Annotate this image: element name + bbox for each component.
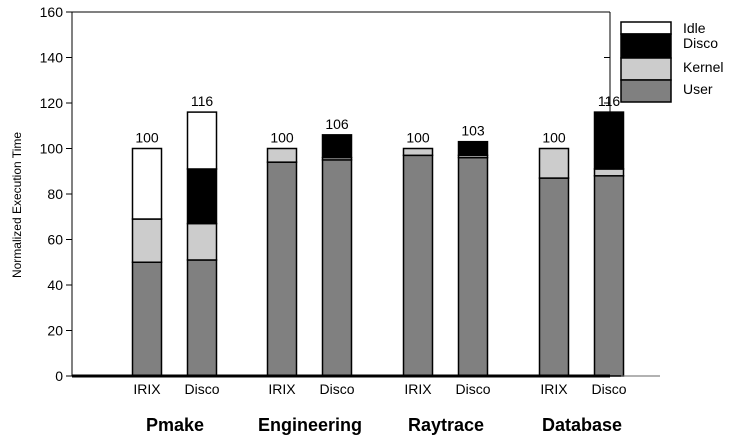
bar-segment-kernel [266, 147, 298, 163]
y-tick-label: 140 [40, 50, 64, 66]
bar-total-label: 100 [406, 130, 430, 146]
y-tick-label: 80 [47, 186, 63, 202]
bar-segment-kernel [593, 168, 625, 177]
bar-segment-user [593, 175, 625, 377]
bar-segment-user [538, 177, 570, 377]
bar-category-label: IRIX [133, 381, 161, 397]
y-tick-label: 0 [55, 368, 63, 384]
bar-total-label: 100 [542, 130, 566, 146]
bar-total-label: 116 [598, 93, 621, 109]
legend-label-idle: Idle [683, 20, 706, 36]
legend-swatch-idle [620, 21, 672, 35]
legend-swatch-disco [620, 33, 672, 59]
bar-category-label: IRIX [404, 381, 432, 397]
bar-total-label: 106 [325, 116, 349, 132]
legend-label-user: User [683, 81, 713, 97]
bar-category-label: Disco [455, 381, 490, 397]
bar-segment-disco [186, 168, 218, 225]
legend-swatch-user [620, 79, 672, 103]
y-tick-label: 100 [40, 141, 64, 157]
bar-segment-user [131, 261, 163, 377]
bar-category-label: Disco [319, 381, 354, 397]
legend-label-kernel: Kernel [683, 59, 723, 75]
bar-total-label: 100 [135, 130, 159, 146]
group-label: Database [542, 415, 622, 435]
bar-category-label: Disco [184, 381, 219, 397]
group-label: Raytrace [408, 415, 484, 435]
bar-category-label: Disco [591, 381, 626, 397]
bar-segment-disco [321, 134, 353, 159]
bar-segment-disco [593, 111, 625, 170]
bar-segment-user [321, 159, 353, 377]
bar-segment-kernel [131, 218, 163, 263]
y-tick-label: 120 [40, 95, 64, 111]
bar-total-label: 103 [461, 123, 485, 139]
group-label: Engineering [258, 415, 362, 435]
bar-segment-user [402, 154, 434, 377]
y-axis-title: Normalized Execution Time [10, 132, 24, 278]
bar-segment-kernel [538, 147, 570, 179]
group-label: Pmake [146, 415, 204, 435]
bar-category-label: IRIX [268, 381, 296, 397]
y-tick-label: 160 [40, 4, 64, 20]
legend-swatch-kernel [620, 57, 672, 81]
bar-total-label: 100 [270, 130, 294, 146]
bar-segment-kernel [402, 147, 434, 157]
y-tick-label: 20 [47, 323, 63, 339]
bar-total-label: 116 [191, 93, 214, 109]
bar-segment-idle [186, 111, 218, 170]
plot-area: 0 20 40 60 80 100 120 140 160 100 IRIX 116 Disco Pmak… [40, 4, 627, 435]
bar-segment-user [186, 259, 218, 377]
bar-segment-user [457, 156, 489, 377]
bar-segment-idle [131, 147, 163, 220]
bar-category-label: IRIX [540, 381, 568, 397]
legend-label-disco: Disco [683, 35, 718, 51]
bar-segment-kernel [186, 222, 218, 261]
y-tick-label: 60 [47, 232, 63, 248]
y-tick-label: 40 [47, 277, 63, 293]
bar-segment-user [266, 161, 298, 377]
bar-segment-disco [457, 140, 489, 157]
